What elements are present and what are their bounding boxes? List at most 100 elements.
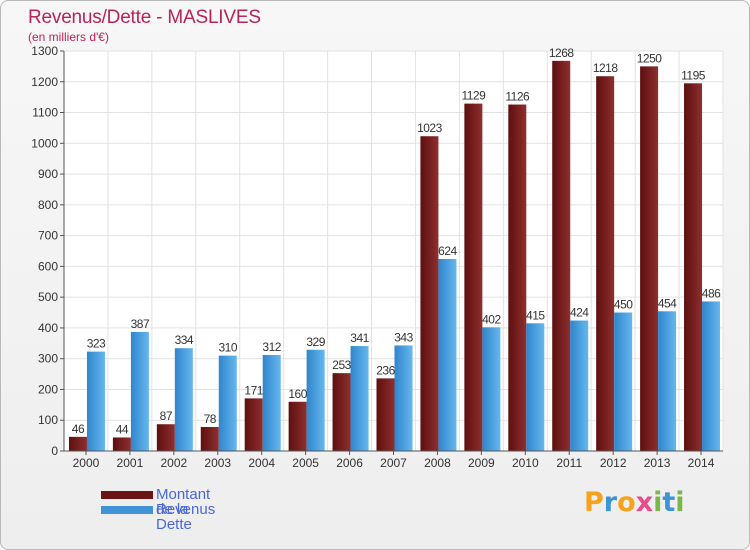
data-label-revenus: 450 — [614, 298, 633, 312]
bar-dette — [332, 373, 351, 451]
x-tick-label: 2007 — [380, 456, 407, 470]
data-label-revenus: 343 — [394, 330, 413, 344]
x-tick-label: 2009 — [468, 456, 495, 470]
bar-dette — [552, 60, 571, 451]
bar-revenus — [614, 312, 633, 451]
data-label-dette: 1268 — [549, 46, 575, 60]
x-tick-label: 2012 — [600, 456, 627, 470]
bar-revenus — [86, 351, 105, 451]
x-tick-label: 2004 — [248, 456, 275, 470]
axis-layer: 0 100 200 300 400 500 600 700 800 900 1000 1100 1200… — [31, 44, 723, 470]
bar-revenus — [262, 355, 281, 451]
bar-dette — [288, 401, 307, 451]
logo-letter: o — [617, 487, 636, 518]
bar-revenus — [658, 311, 677, 451]
data-label-dette: 1126 — [505, 90, 530, 104]
bar-dette — [420, 136, 439, 451]
data-label-revenus: 424 — [570, 306, 589, 320]
data-label-revenus: 312 — [262, 340, 281, 354]
data-label-revenus: 341 — [350, 331, 369, 345]
bar-dette — [376, 378, 395, 451]
bar-revenus — [306, 349, 325, 451]
y-tick-label: 1000 — [31, 136, 58, 150]
bar-dette — [684, 83, 703, 452]
bar-dette — [508, 104, 527, 452]
legend-label-revenue: Revenus — [156, 501, 216, 518]
legend-swatch-debt — [101, 491, 153, 499]
y-tick-label: 700 — [38, 229, 58, 243]
x-tick-label: 2011 — [556, 456, 582, 470]
data-label-dette: 1195 — [681, 68, 706, 82]
x-tick-label: 2003 — [204, 456, 231, 470]
data-label-dette: 1218 — [593, 61, 619, 75]
x-tick-label: 2014 — [688, 456, 715, 470]
x-tick-label: 2001 — [117, 456, 144, 470]
data-label-revenus: 329 — [306, 335, 325, 349]
y-tick-label: 1200 — [31, 75, 58, 89]
bar-dette — [156, 424, 175, 451]
logo-letter: i — [675, 487, 685, 518]
logo-letter: r — [603, 487, 618, 518]
data-label-revenus: 402 — [482, 312, 501, 326]
data-label-dette: 160 — [288, 387, 307, 401]
y-tick-label: 900 — [38, 167, 58, 181]
bar-revenus — [218, 355, 237, 451]
bar-revenus — [174, 348, 193, 451]
bars-layer — [68, 60, 721, 452]
chart-title: Revenus/Dette - MASLIVES — [28, 7, 261, 28]
y-tick-label: 400 — [38, 321, 58, 335]
x-tick-label: 2013 — [644, 456, 671, 470]
logo-letter: P — [584, 487, 604, 518]
data-label-dette: 1023 — [417, 121, 443, 135]
y-tick-label: 1100 — [32, 106, 58, 120]
data-label-revenus: 323 — [87, 337, 106, 351]
bar-dette — [68, 436, 87, 451]
bar-revenus — [130, 331, 149, 451]
bar-revenus — [482, 327, 501, 451]
data-label-revenus: 334 — [175, 333, 194, 347]
data-label-revenus: 454 — [658, 296, 677, 310]
legend-swatch-revenue — [101, 506, 153, 514]
logo-letter: i — [653, 487, 663, 518]
x-tick-label: 2006 — [336, 456, 363, 470]
bar-dette — [464, 103, 483, 451]
data-label-revenus: 415 — [526, 308, 545, 322]
legend-label-debt: Montant de la Dette — [156, 486, 211, 533]
data-label-dette: 44 — [116, 422, 129, 436]
data-label-dette: 1129 — [461, 89, 486, 103]
bar-dette — [112, 437, 131, 451]
y-tick-label: 600 — [38, 259, 58, 273]
data-label-dette: 253 — [332, 358, 351, 372]
proxiti-logo: Proxiti — [584, 487, 685, 518]
y-tick-label: 200 — [38, 382, 58, 396]
labels-layer: 46 323 44 387 87 334 78 310 171 312 160 329 253 341 23… — [72, 46, 722, 437]
data-label-dette: 78 — [204, 412, 217, 426]
x-tick-label: 2002 — [160, 456, 187, 470]
logo-letter: t — [662, 487, 676, 518]
bar-dette — [640, 66, 659, 451]
bar-revenus — [350, 346, 369, 451]
x-tick-label: 2008 — [424, 456, 451, 470]
data-label-dette: 171 — [244, 383, 263, 397]
data-label-revenus: 387 — [131, 317, 150, 331]
x-tick-label: 2005 — [292, 456, 319, 470]
bar-revenus — [394, 345, 413, 451]
chart-subtitle: (en milliers d'€) — [28, 30, 109, 44]
x-tick-label: 2000 — [73, 456, 100, 470]
y-tick-label: 100 — [38, 413, 58, 427]
y-tick-label: 500 — [38, 290, 58, 304]
data-label-revenus: 486 — [702, 286, 721, 300]
bar-revenus — [438, 259, 457, 451]
bar-dette — [200, 427, 219, 451]
data-label-dette: 236 — [376, 363, 395, 377]
data-label-revenus: 310 — [219, 341, 238, 355]
y-tick-label: 0 — [51, 444, 58, 458]
bar-revenus — [702, 301, 721, 451]
bar-revenus — [570, 320, 589, 451]
y-tick-label: 800 — [38, 198, 58, 212]
data-label-dette: 46 — [72, 422, 85, 436]
y-tick-label: 300 — [38, 352, 58, 366]
y-tick-label: 1300 — [31, 44, 58, 58]
